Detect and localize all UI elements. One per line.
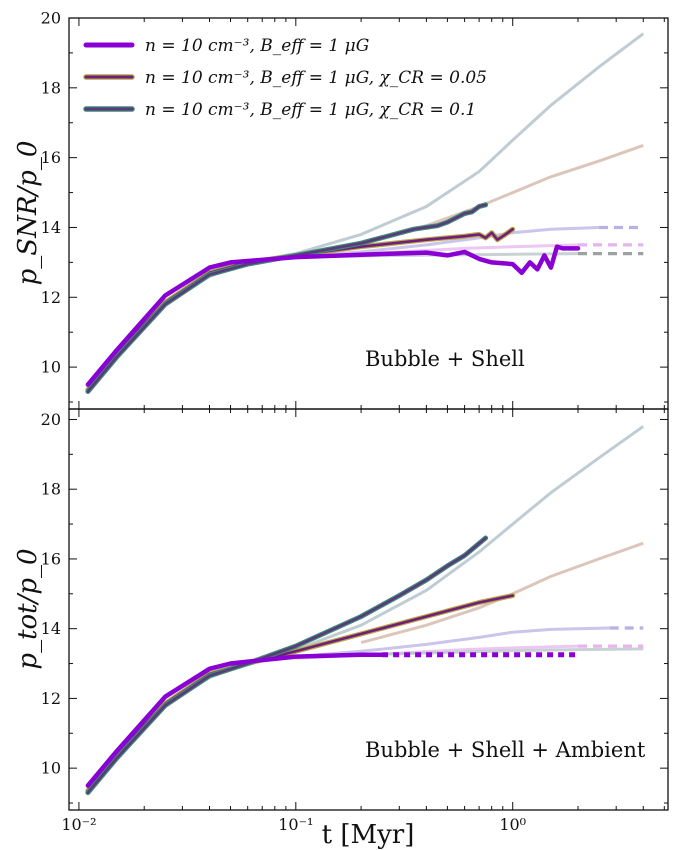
bottom-series <box>85 425 645 796</box>
ytick-label: 10 <box>41 759 61 778</box>
top-ylabel: p_SNR/p_0 <box>13 141 43 286</box>
bottom-axes-frame <box>68 408 669 811</box>
ytick-label: 20 <box>41 410 61 429</box>
top-series <box>85 32 645 394</box>
xtick-label: 10⁻¹ <box>278 815 313 834</box>
top-ticks: 10 12 14 16 18 20 <box>41 9 668 409</box>
ytick-label: 12 <box>41 288 61 307</box>
ytick-label: 12 <box>41 689 61 708</box>
top-annotation: Bubble + Shell <box>365 347 525 371</box>
xlabel: t [Myr] <box>322 820 415 850</box>
ytick-label: 14 <box>41 218 61 237</box>
ytick-label: 14 <box>41 619 61 638</box>
bottom-annotation: Bubble + Shell + Ambient <box>365 738 646 762</box>
series-0-9 <box>86 203 487 393</box>
legend-label: n = 10 cm⁻³, B_eff = 1 μG, χ_CR = 0.1 <box>145 100 476 120</box>
ytick-label: 10 <box>41 358 61 377</box>
ytick-label: 20 <box>41 9 61 28</box>
bottom-ylabel: p_tot/p_0 <box>13 548 43 669</box>
legend-label: n = 10 cm⁻³, B_eff = 1 μG <box>145 36 369 56</box>
ytick-label: 16 <box>41 549 61 568</box>
bottom-ticks: 10 12 14 16 18 20 10⁻² 10⁻¹ 10⁰ <box>41 409 668 834</box>
legend: n = 10 cm⁻³, B_eff = 1 μG n = 10 cm⁻³, B_… <box>83 36 487 120</box>
legend-label: n = 10 cm⁻³, B_eff = 1 μG, χ_CR = 0.05 <box>145 68 487 88</box>
series-0-10 <box>85 244 581 387</box>
series-1-9 <box>85 652 385 788</box>
ytick-label: 18 <box>41 78 61 97</box>
ytick-label: 16 <box>41 148 61 167</box>
top-panel: 10 12 14 16 18 20 Bubble + Shell p_SNR/p_0 n … <box>13 9 669 410</box>
series-1-2 <box>295 626 610 659</box>
series-1-8 <box>86 536 487 794</box>
ytick-label: 18 <box>41 480 61 499</box>
series-0-2 <box>295 226 600 259</box>
xtick-label: 10⁰ <box>499 815 526 834</box>
xtick-label: 10⁻² <box>61 815 96 834</box>
bottom-panel: 10 12 14 16 18 20 10⁻² 10⁻¹ 10⁰ Bubble + Shell +… <box>13 408 669 850</box>
